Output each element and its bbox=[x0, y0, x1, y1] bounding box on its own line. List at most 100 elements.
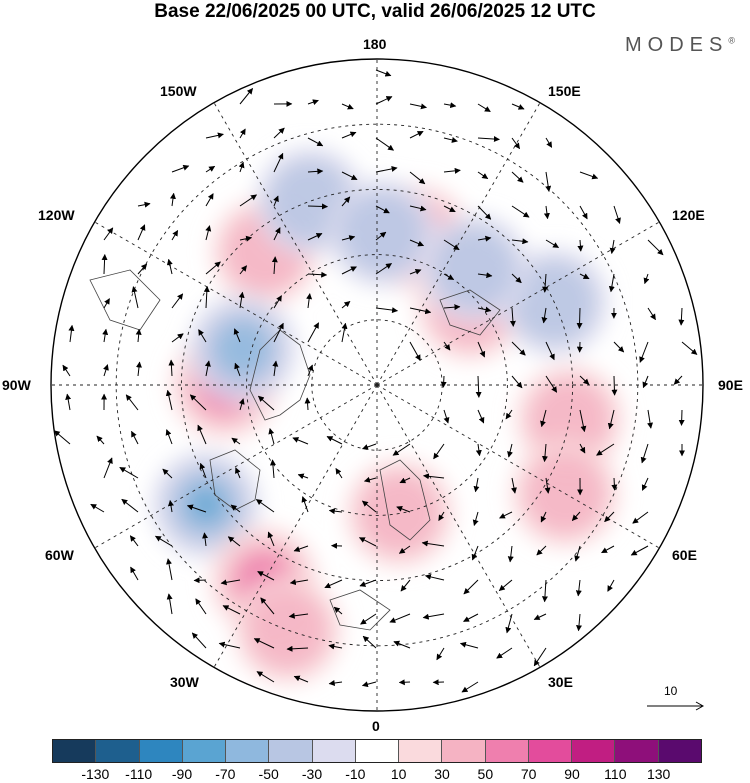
wind-arrow bbox=[511, 171, 524, 183]
wind-arrow bbox=[400, 579, 411, 592]
wind-arrow bbox=[579, 375, 590, 385]
wind-arrow bbox=[341, 235, 356, 241]
colorbar-swatch bbox=[572, 740, 616, 762]
wind-arrow bbox=[399, 477, 411, 484]
wind-arrow bbox=[443, 205, 456, 213]
wind-arrow bbox=[545, 375, 558, 393]
wind-arrow bbox=[239, 128, 246, 139]
lon-label-60w: 60W bbox=[45, 547, 74, 563]
wind-arrow bbox=[647, 307, 656, 321]
wind-arrow bbox=[541, 443, 548, 463]
wind-arrow bbox=[477, 103, 491, 113]
colorbar-swatch bbox=[139, 740, 183, 762]
wind-arrow bbox=[154, 535, 173, 547]
wind-arrow bbox=[541, 307, 548, 324]
wind-arrow bbox=[375, 69, 392, 77]
wind-arrow bbox=[544, 477, 551, 494]
wind-arrow bbox=[260, 597, 275, 615]
wind-arrow bbox=[647, 239, 664, 256]
wind-arrow bbox=[607, 579, 615, 592]
wind-arrow bbox=[533, 613, 547, 620]
wind-arrow bbox=[341, 196, 351, 207]
wind-arrow bbox=[230, 504, 241, 513]
wind-arrow bbox=[341, 131, 357, 139]
wind-arrow bbox=[333, 606, 343, 615]
wind-arrow bbox=[335, 467, 343, 479]
wind-arrow bbox=[409, 171, 426, 185]
wind-arrow bbox=[577, 239, 584, 252]
colorbar-swatch bbox=[442, 740, 486, 762]
wind-arrow bbox=[189, 394, 207, 411]
wind-arrow bbox=[101, 254, 108, 275]
wind-arrow bbox=[511, 137, 521, 150]
wind-arrow bbox=[288, 612, 309, 619]
colorbar-tick-label: -90 bbox=[171, 766, 193, 782]
wind-arrow bbox=[341, 171, 358, 181]
wind-arrow bbox=[475, 375, 482, 398]
wind-arrow bbox=[579, 409, 587, 433]
wind-arrow bbox=[499, 511, 513, 519]
wind-arrow bbox=[536, 545, 547, 556]
colorbar-tick-label: -70 bbox=[215, 766, 236, 782]
wind-arrow bbox=[542, 273, 549, 293]
wind-arrow bbox=[541, 579, 548, 603]
wind-arrow bbox=[375, 205, 390, 214]
wind-arrow bbox=[477, 235, 492, 242]
wind-arrow bbox=[267, 531, 275, 547]
wind-arrow bbox=[121, 498, 139, 513]
wind-arrow bbox=[205, 165, 216, 173]
anomaly-blob bbox=[358, 472, 441, 555]
wind-arrow bbox=[269, 459, 276, 479]
wind-arrow bbox=[443, 167, 461, 174]
wind-arrow bbox=[235, 467, 241, 479]
wind-arrow bbox=[545, 171, 552, 192]
wind-arrow bbox=[443, 239, 460, 251]
wind-arrow bbox=[307, 271, 328, 278]
meridian-line bbox=[376, 221, 660, 386]
wind-arrow bbox=[511, 238, 529, 245]
anomaly-field bbox=[151, 146, 625, 686]
wind-arrow bbox=[543, 205, 550, 220]
wind-arrow bbox=[62, 364, 71, 377]
wind-arrow bbox=[533, 647, 547, 667]
wind-arrow bbox=[341, 301, 351, 309]
wind-arrow bbox=[540, 409, 547, 428]
registered-mark: ® bbox=[728, 35, 735, 46]
lon-label-180: 180 bbox=[363, 36, 387, 52]
wind-arrow bbox=[256, 671, 275, 683]
wind-arrow bbox=[239, 194, 257, 207]
colorbar-swatch bbox=[312, 740, 356, 762]
wind-arrow bbox=[375, 307, 398, 314]
wind-arrow bbox=[498, 579, 513, 591]
wind-arrow bbox=[292, 437, 309, 445]
wind-arrow bbox=[409, 341, 421, 361]
wind-arrow bbox=[239, 235, 253, 242]
wind-arrow bbox=[375, 165, 398, 173]
reference-vector-label: 10 bbox=[664, 684, 678, 698]
wind-arrow bbox=[511, 205, 530, 218]
wind-arrow bbox=[574, 545, 581, 562]
wind-arrow bbox=[65, 393, 72, 411]
wind-arrow bbox=[463, 613, 479, 622]
wind-arrow bbox=[137, 201, 151, 208]
wind-arrow bbox=[166, 258, 173, 275]
wind-arrow bbox=[273, 295, 282, 309]
latitude-circle bbox=[246, 254, 508, 516]
wind-arrow bbox=[220, 579, 241, 586]
wind-arrow bbox=[103, 298, 110, 309]
wind-arrow bbox=[477, 306, 492, 313]
wind-arrow bbox=[438, 511, 445, 522]
lon-label-90e: 90E bbox=[718, 377, 743, 393]
map-border bbox=[50, 58, 704, 712]
wind-arrow bbox=[239, 88, 253, 105]
wind-arrow bbox=[205, 132, 224, 139]
colorbar-swatch bbox=[53, 740, 97, 762]
wind-arrow bbox=[424, 574, 445, 581]
meridian-line bbox=[213, 102, 378, 386]
wind-arrow bbox=[640, 443, 649, 464]
colorbar-tick-label: 110 bbox=[604, 766, 627, 782]
wind-arrow bbox=[273, 322, 284, 343]
wind-arrow bbox=[166, 558, 173, 581]
colorbar-tick-label: 50 bbox=[477, 766, 494, 782]
wind-arrow bbox=[103, 227, 114, 241]
